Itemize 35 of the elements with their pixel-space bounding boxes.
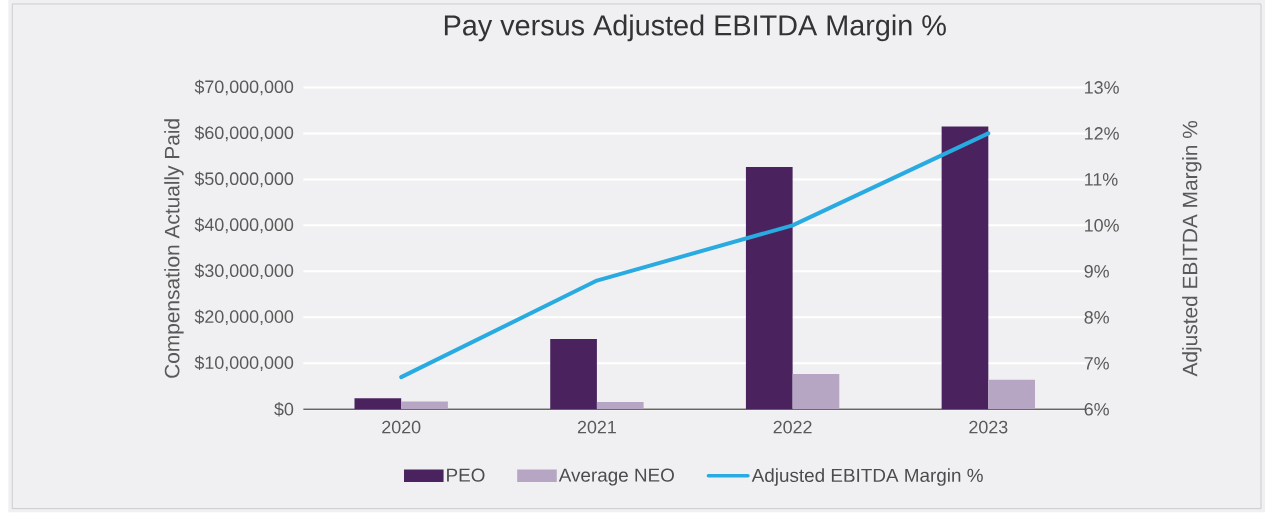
x-tick-label: 2021 [577,420,616,434]
bar [988,380,1036,410]
y2-tick-label: 13% [1085,81,1119,94]
bar [745,167,793,410]
y-axis-title: Compensation Actually Paid [164,119,184,378]
y2-tick-label: 7% [1084,357,1109,370]
line-series [399,131,991,380]
x-tick-label: 2022 [773,420,812,434]
legend-label: Average NEO [558,468,674,486]
y-tick-label: $60,000,000 [194,125,294,142]
y-tick-label: $10,000,000 [194,355,294,372]
chart-title: Pay versus Adjusted EBITDA Margin % [444,14,946,42]
legend-label: PEO [447,468,485,482]
x-tick-label: 2023 [969,420,1008,434]
y-tick-label: $20,000,000 [194,309,294,326]
y2-tick-label: 12% [1085,127,1119,140]
y2-axis-title: Adjusted EBITDA Margin % [1182,121,1202,377]
bar [550,339,597,410]
y2-tick-label: 6% [1084,403,1109,416]
y2-tick-label: 8% [1084,311,1109,324]
bar [941,126,989,410]
bar [401,401,448,410]
y-tick-label: $70,000,000 [194,79,294,96]
y-tick-label: $40,000,000 [194,217,294,234]
y-tick-label: $50,000,000 [194,171,294,188]
bar [792,374,840,410]
legend-label: Adjusted EBITDA Margin % [751,468,983,486]
x-tick-label: 2020 [382,420,421,434]
bar [354,398,402,410]
y-tick-label: $0 [274,402,294,417]
y-tick-label: $30,000,000 [194,263,294,280]
y2-tick-label: 11% [1085,173,1118,186]
y2-tick-label: 10% [1085,219,1119,232]
bar [596,402,644,410]
y2-tick-label: 9% [1084,265,1109,278]
